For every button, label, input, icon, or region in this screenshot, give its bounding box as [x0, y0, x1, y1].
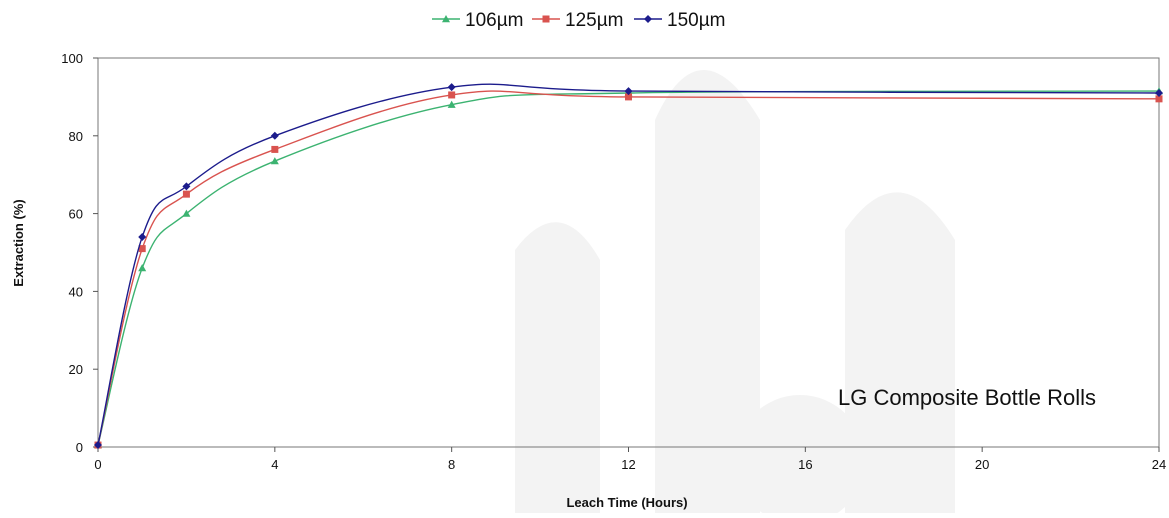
x-tick-label: 12 [621, 457, 635, 472]
data-point [138, 245, 146, 253]
y-tick-label: 20 [69, 362, 83, 377]
data-point [447, 100, 456, 108]
data-point [94, 441, 102, 450]
chart-annotation: LG Composite Bottle Rolls [838, 385, 1096, 410]
y-tick-label: 100 [61, 51, 83, 66]
y-tick-label: 80 [69, 129, 83, 144]
axes: 0 4 8 12 16 20 24 0 20 40 60 80 100 [61, 51, 1166, 472]
x-tick-label: 20 [975, 457, 989, 472]
data-point [271, 145, 279, 153]
legend-marker [442, 15, 450, 23]
data-point [182, 209, 191, 217]
data-point [270, 131, 279, 140]
data-point [1155, 95, 1163, 103]
legend-item: 125µm [532, 10, 623, 31]
x-tick-label: 16 [798, 457, 812, 472]
x-axis-title: Leach Time (Hours) [566, 495, 687, 510]
data-point [624, 87, 633, 96]
y-tick-label: 40 [69, 284, 83, 299]
data-point [625, 93, 632, 101]
legend-label: 125µm [565, 10, 623, 31]
data-point [270, 157, 279, 165]
data-point [182, 190, 190, 198]
data-point [182, 182, 191, 191]
x-tick-label: 24 [1152, 457, 1166, 472]
watermark-graphic [515, 70, 955, 518]
legend-item: 106µm [432, 10, 523, 31]
series-layer [94, 83, 1163, 450]
x-tick-label: 0 [94, 457, 101, 472]
data-point [448, 91, 456, 99]
y-tick-label: 0 [76, 440, 83, 455]
x-tick-label: 4 [271, 457, 278, 472]
legend: 106µm 125µm 150µm [432, 10, 725, 31]
data-point [138, 264, 147, 272]
legend-label: 150µm [667, 10, 725, 31]
legend-marker [644, 15, 652, 23]
legend-marker [542, 15, 550, 23]
legend-label: 106µm [465, 10, 523, 31]
x-tick-label: 8 [448, 457, 455, 472]
legend-item: 150µm [634, 10, 725, 31]
series-3 [94, 83, 1163, 450]
data-point [1155, 89, 1163, 98]
data-point [447, 83, 456, 92]
y-tick-label: 60 [69, 207, 83, 222]
y-axis-title: Extraction (%) [11, 199, 26, 286]
data-point [138, 232, 147, 241]
